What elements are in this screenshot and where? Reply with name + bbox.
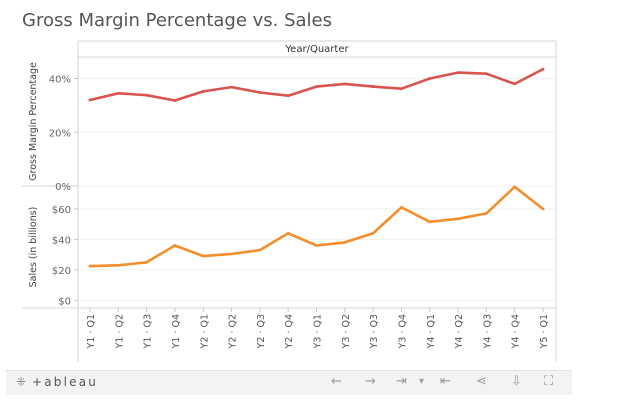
margin-data-point <box>456 71 460 74</box>
sales-data-point <box>315 244 318 247</box>
redo-icon[interactable]: → <box>365 374 376 389</box>
margin-data-point <box>116 91 120 95</box>
share-icon[interactable]: ⋖ <box>476 374 487 389</box>
margin-data-point <box>315 85 318 88</box>
reset-icon[interactable]: ⇤ <box>440 374 451 389</box>
sales-data-point <box>428 220 432 224</box>
sales-data-point <box>286 231 290 235</box>
sales-tick-label: $40 <box>52 235 71 246</box>
x-tick-label: Y1 · Q1 <box>86 314 97 349</box>
viz-toolbar: ⁜ +ableau ← → ⇥ ▾ ⇤ ⋖ ⇩ ⛶ <box>6 370 572 395</box>
sales-data-point <box>400 205 403 209</box>
sales-data-point <box>456 217 460 221</box>
sales-tick-label: $60 <box>52 205 71 216</box>
sales-data-point <box>371 231 375 235</box>
margin-data-point <box>88 98 92 102</box>
sales-series-line <box>88 185 545 268</box>
margin-data-point <box>173 99 177 102</box>
margin-data-point <box>400 87 403 91</box>
x-tick-label: Y2 · Q4 <box>284 314 295 349</box>
sales-data-point <box>145 260 149 264</box>
sales-data-point <box>513 185 517 189</box>
tableau-logo[interactable]: ⁜ +ableau <box>16 375 98 389</box>
margin-data-point <box>145 93 149 97</box>
x-tick-label: Y2 · Q3 <box>256 314 267 349</box>
chart-area: Year/Quarter 0% 20% 40% Gross Margin Percent… <box>22 40 557 362</box>
x-tick-label: Y5 · Q1 <box>539 314 550 349</box>
sales-data-point <box>201 254 205 258</box>
tableau-logo-icon: ⁜ <box>16 375 27 389</box>
sales-data-point <box>343 241 347 244</box>
x-tick-label: Y3 · Q3 <box>369 314 380 349</box>
margin-data-point <box>230 85 233 89</box>
sales-axis-label: Sales (in billions) <box>28 207 39 288</box>
margin-data-point <box>258 91 262 94</box>
margin-data-point <box>343 82 347 86</box>
margin-tick-label: 40% <box>49 75 71 86</box>
margin-data-point <box>371 85 375 88</box>
margin-data-point <box>286 94 290 98</box>
sales-data-point <box>116 263 120 267</box>
fullscreen-icon[interactable]: ⛶ <box>544 374 554 389</box>
margin-tick-label: 20% <box>49 128 71 139</box>
sales-data-point <box>88 264 92 268</box>
x-tick-label: Y4 · Q4 <box>511 314 522 349</box>
x-tick-label: Y2 · Q1 <box>199 314 210 349</box>
sales-data-point <box>173 244 177 247</box>
sales-data-point <box>258 248 262 252</box>
x-tick-label: Y3 · Q2 <box>341 314 352 349</box>
x-tick-label: Y4 · Q1 <box>426 314 437 349</box>
tableau-logo-text: +ableau <box>32 375 99 389</box>
margin-data-point <box>541 67 545 71</box>
x-tick-label: Y1 · Q4 <box>171 314 182 349</box>
x-tick-label: Y1 · Q2 <box>114 314 125 349</box>
margin-axis-label: Gross Margin Percentage <box>28 62 39 181</box>
margin-data-point <box>201 90 205 93</box>
sales-data-point <box>541 207 545 211</box>
x-tick-label: Y4 · Q3 <box>482 314 493 349</box>
margin-data-point <box>484 72 488 76</box>
sales-data-point <box>230 252 233 256</box>
x-tick-label: Y3 · Q4 <box>397 314 408 349</box>
chart-title: Gross Margin Percentage vs. Sales <box>22 10 333 31</box>
x-tick-label: Y3 · Q1 <box>313 314 324 349</box>
sales-tick-label: $20 <box>52 266 71 277</box>
margin-series-line <box>88 67 545 102</box>
sales-data-point <box>484 212 488 215</box>
x-tick-label: Y4 · Q2 <box>454 314 465 349</box>
undo-icon[interactable]: ← <box>331 374 342 389</box>
margin-data-point <box>513 82 517 86</box>
x-tick-label: Y2 · Q2 <box>228 314 239 349</box>
revert-dropdown-icon[interactable]: ▾ <box>419 376 425 387</box>
margin-tick-label: 0% <box>55 182 71 193</box>
x-tick-label: Y1 · Q3 <box>143 314 154 349</box>
download-icon[interactable]: ⇩ <box>511 374 522 389</box>
sales-tick-label: $0 <box>58 296 71 307</box>
revert-icon[interactable]: ⇥ <box>396 374 407 389</box>
x-header-label: Year/Quarter <box>284 44 349 55</box>
margin-data-point <box>428 77 432 80</box>
